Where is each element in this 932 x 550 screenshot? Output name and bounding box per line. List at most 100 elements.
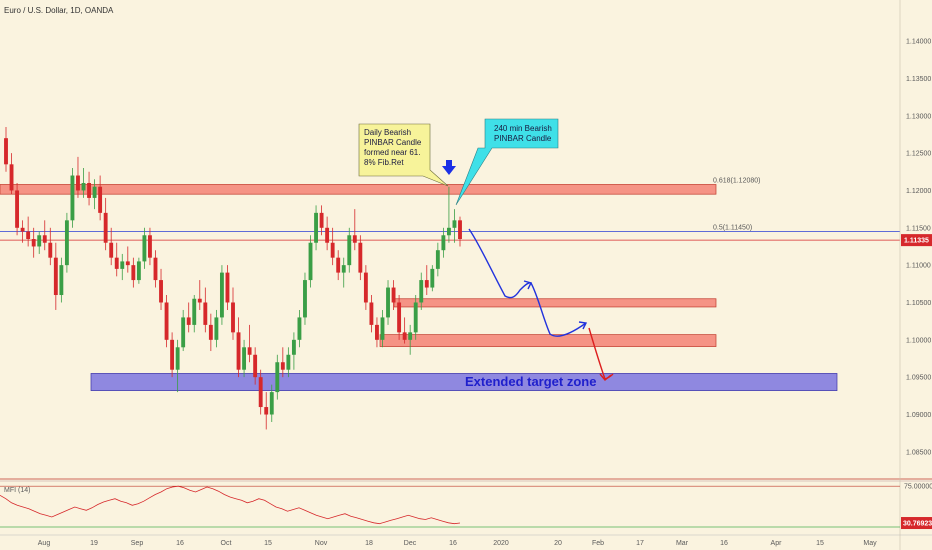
candle-body — [109, 242, 114, 258]
mfi-last-badge — [901, 517, 932, 530]
time-tick-label: 19 — [90, 540, 98, 547]
candle-body — [81, 182, 86, 191]
candle-body — [413, 302, 418, 333]
candle-body — [175, 347, 180, 370]
candle-body — [37, 235, 42, 247]
candle-body — [369, 302, 374, 325]
candle-body — [297, 317, 302, 340]
candle-body — [70, 175, 75, 221]
candle-body — [125, 261, 130, 266]
price-tick-label: 1.11500 — [906, 225, 931, 232]
candle-body — [458, 220, 462, 239]
candle-body — [380, 317, 385, 340]
candle-body — [325, 227, 330, 243]
time-tick-label: Sep — [131, 540, 144, 547]
time-tick-label: Dec — [404, 540, 417, 547]
candle-body — [164, 302, 169, 340]
candle-body — [319, 212, 324, 228]
min240-callout-line-1: 240 min Bearish — [494, 124, 552, 133]
zone-support-1 — [393, 298, 717, 308]
mfi-line — [0, 485, 461, 525]
last-price-badge — [901, 234, 932, 247]
time-tick-label: 16 — [176, 540, 184, 547]
candle-body — [435, 250, 440, 269]
min240-callout-line-2: PINBAR Candle — [494, 134, 552, 143]
candle-body — [253, 354, 258, 378]
daily-callout-line-4: 8% Fib.Ret — [364, 158, 404, 167]
candle-body — [114, 257, 119, 269]
candle-body — [15, 190, 20, 228]
down-arrow-icon — [442, 160, 456, 175]
candle-body — [424, 280, 429, 288]
time-axis: Aug 19 Sep 16 Oct 15 Nov 18 Dec 16 2020 20 Feb 17 Mar 1… — [38, 540, 877, 547]
price-tick-label: 1.13000 — [906, 113, 931, 120]
candle-body — [103, 212, 108, 243]
candle-body — [446, 227, 451, 236]
candle-body — [303, 280, 307, 318]
candle-body — [386, 287, 390, 318]
time-tick-label: 15 — [816, 540, 824, 547]
candle-body — [53, 257, 58, 296]
candle-body — [92, 186, 97, 198]
zone-extended-target — [90, 373, 838, 391]
candle-body — [214, 317, 219, 340]
candle-body — [408, 332, 413, 340]
candle-body — [397, 302, 402, 333]
time-tick-label: Aug — [38, 540, 51, 547]
arrowhead-red — [599, 373, 612, 381]
arrowhead-blue-1 — [523, 280, 533, 290]
candle-body — [314, 212, 318, 243]
candle-body — [153, 257, 158, 281]
time-tick-label: 18 — [365, 540, 373, 547]
candle-body — [170, 339, 175, 370]
candle-body — [208, 324, 213, 340]
candle-body — [291, 339, 296, 355]
candle-body — [419, 280, 424, 303]
candle-body — [159, 280, 163, 303]
candle-body — [136, 261, 141, 281]
price-tick-label: 1.09500 — [906, 375, 931, 382]
candle-body — [87, 182, 91, 198]
candle-body — [341, 265, 346, 273]
time-tick-label: May — [863, 540, 877, 547]
candle-body — [20, 227, 25, 232]
candle-body — [98, 186, 103, 213]
time-tick-label: Apr — [771, 540, 783, 547]
time-tick-label: 15 — [264, 540, 272, 547]
candle-body — [203, 302, 208, 325]
candle-body — [363, 272, 368, 303]
price-tick-label: 1.10000 — [906, 337, 931, 344]
candle-body — [330, 242, 335, 258]
time-tick-label: Feb — [592, 540, 604, 547]
time-tick-label: 17 — [636, 540, 644, 547]
daily-callout-line-1: Daily Bearish — [364, 128, 411, 137]
candle-body — [186, 317, 191, 325]
candle-body — [441, 235, 446, 251]
candle-body — [242, 347, 247, 370]
candle-body — [347, 235, 352, 266]
daily-pinbar-callout: Daily Bearish PINBAR Candle formed near … — [358, 123, 449, 187]
candle-body — [26, 231, 31, 239]
time-tick-label: Oct — [221, 540, 232, 547]
candle-body — [9, 164, 14, 191]
chart-title: Euro / U.S. Dollar, 1D, OANDA — [4, 6, 114, 15]
fib-05-label: 0.5(1.11450) — [713, 225, 752, 232]
zone-resistance — [0, 184, 717, 195]
last-price-label: 1.11335 — [904, 238, 929, 245]
candle-body — [219, 272, 224, 318]
candle-body — [258, 377, 263, 408]
price-tick-label: 1.14000 — [906, 39, 931, 46]
time-tick-label: Mar — [676, 540, 689, 547]
price-tick-label: 1.08500 — [906, 449, 931, 456]
candle-body — [280, 362, 285, 370]
candle-body — [336, 257, 341, 273]
candle-body — [31, 239, 36, 247]
extended-target-label: Extended target zone — [465, 374, 596, 389]
candle-body — [391, 287, 396, 303]
price-tick-label: 1.09000 — [906, 412, 931, 419]
zone-support-2 — [379, 334, 717, 347]
min240-pinbar-callout: 240 min Bearish PINBAR Candle — [455, 118, 559, 206]
mfi-last-label: 30.76923 — [903, 521, 932, 528]
